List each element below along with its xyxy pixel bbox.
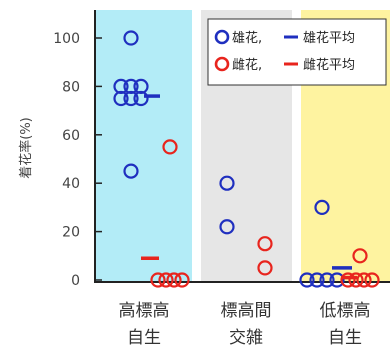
male-point [329, 272, 345, 288]
female-point [356, 272, 372, 288]
female-point [352, 248, 368, 264]
y-tick-label: 40 [62, 176, 80, 192]
y-ticks: 0 20 40 60 80 100 [53, 31, 102, 289]
y-tick-label: 80 [62, 79, 80, 95]
male-point [113, 90, 129, 107]
y-axis-label: 着花率(%) [18, 117, 34, 179]
y-tick-label: 60 [62, 128, 80, 144]
female-point [166, 272, 182, 288]
male-point [219, 219, 235, 235]
male-point [299, 272, 315, 288]
female-point [158, 272, 174, 288]
female-point [257, 260, 273, 276]
male-point [309, 272, 325, 288]
male-point [319, 272, 335, 288]
data-marks [113, 30, 380, 288]
y-tick-label: 100 [53, 31, 80, 47]
category-label-line1: 標高間 [221, 301, 272, 321]
category-label-line2: 自生 [328, 328, 362, 348]
category-label-line2: 自生 [127, 328, 161, 348]
female-point [150, 272, 166, 288]
axes [94, 10, 390, 283]
y-tick-label: 20 [62, 225, 80, 241]
legend-circle-marker [214, 29, 230, 45]
legend-circle-marker [214, 56, 230, 72]
category-label-line2: 交雑 [229, 328, 263, 348]
y-tick-label: 0 [71, 273, 80, 289]
legend-box [207, 18, 387, 86]
legend-label: 雌花, [232, 57, 262, 73]
category-label-line1: 高標高 [119, 301, 170, 321]
male-point [314, 199, 330, 215]
female-point [174, 272, 190, 288]
male-point [123, 163, 139, 179]
female-point [364, 272, 380, 288]
male-point [133, 90, 149, 107]
female-point [348, 272, 364, 288]
female-point [162, 139, 178, 155]
legend-label: 雌花平均 [303, 57, 355, 73]
male-point [219, 175, 235, 191]
category-label-line1: 低標高 [320, 301, 371, 321]
male-point [123, 90, 139, 107]
legend-label: 雄花, [232, 30, 262, 46]
female-point [257, 236, 273, 252]
female-point [340, 272, 356, 288]
male-point [123, 30, 139, 46]
legend-label: 雄花平均 [303, 30, 355, 46]
